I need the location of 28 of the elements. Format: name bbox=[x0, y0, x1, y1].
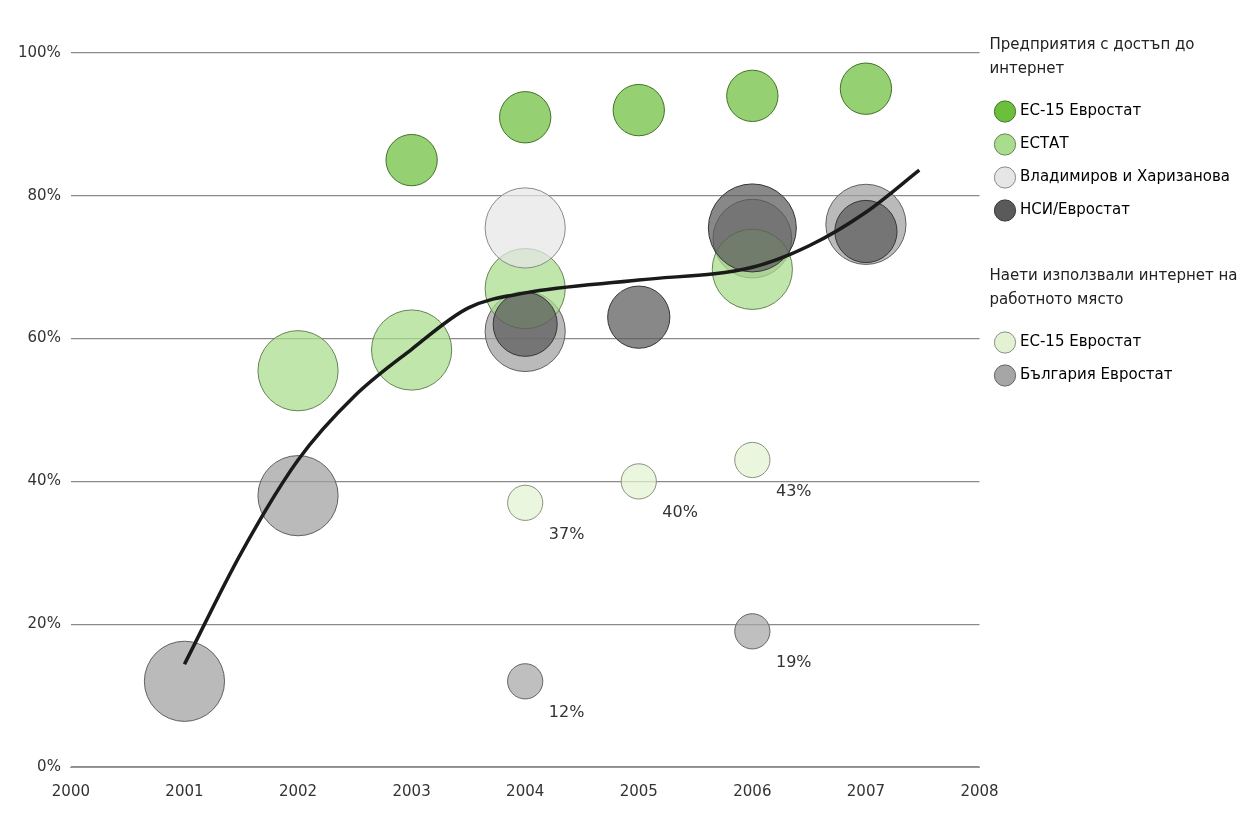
x-tick-label: 2003 bbox=[392, 781, 431, 800]
y-tick-label: 40% bbox=[27, 471, 61, 490]
legend-title: Предприятия с достъп до интернет bbox=[989, 35, 1195, 78]
legend-label: ЕС-15 Евростат bbox=[1020, 332, 1142, 351]
legend-label: Владимиров и Харизанова bbox=[1020, 167, 1230, 186]
x-tick-label: 2007 bbox=[846, 781, 886, 800]
y-tick-label: 60% bbox=[27, 328, 61, 347]
data-label: 40% bbox=[662, 502, 698, 522]
text: Наети използвали интернет на работното място bbox=[989, 266, 1238, 309]
x-tick-label: 2000 bbox=[51, 781, 90, 800]
x-tick-label: 2002 bbox=[278, 781, 318, 800]
data-label: 19% bbox=[775, 652, 812, 672]
x-tick-label: 2004 bbox=[506, 781, 545, 800]
y-tick-label: 100% bbox=[17, 42, 61, 61]
legend-label: България Евростат bbox=[1020, 365, 1173, 384]
legend-label: ЕС-15 Евростат bbox=[1020, 101, 1142, 120]
x-tick-label: 2001 bbox=[165, 781, 204, 800]
x-tick-label: 2006 bbox=[733, 781, 772, 800]
legend-label: НСИ/Евростат bbox=[1020, 200, 1131, 219]
x-tick-label: 2008 bbox=[960, 781, 999, 800]
data-label: 12% bbox=[548, 702, 585, 722]
x-tick-label: 2005 bbox=[619, 781, 658, 800]
legend-label: ЕСТАТ bbox=[1020, 134, 1070, 153]
y-tick-label: 80% bbox=[27, 185, 61, 204]
y-tick-label: 20% bbox=[27, 614, 61, 633]
y-tick-label: 0% bbox=[37, 756, 61, 775]
data-label: 37% bbox=[548, 523, 585, 543]
data-label: 43% bbox=[775, 480, 812, 500]
